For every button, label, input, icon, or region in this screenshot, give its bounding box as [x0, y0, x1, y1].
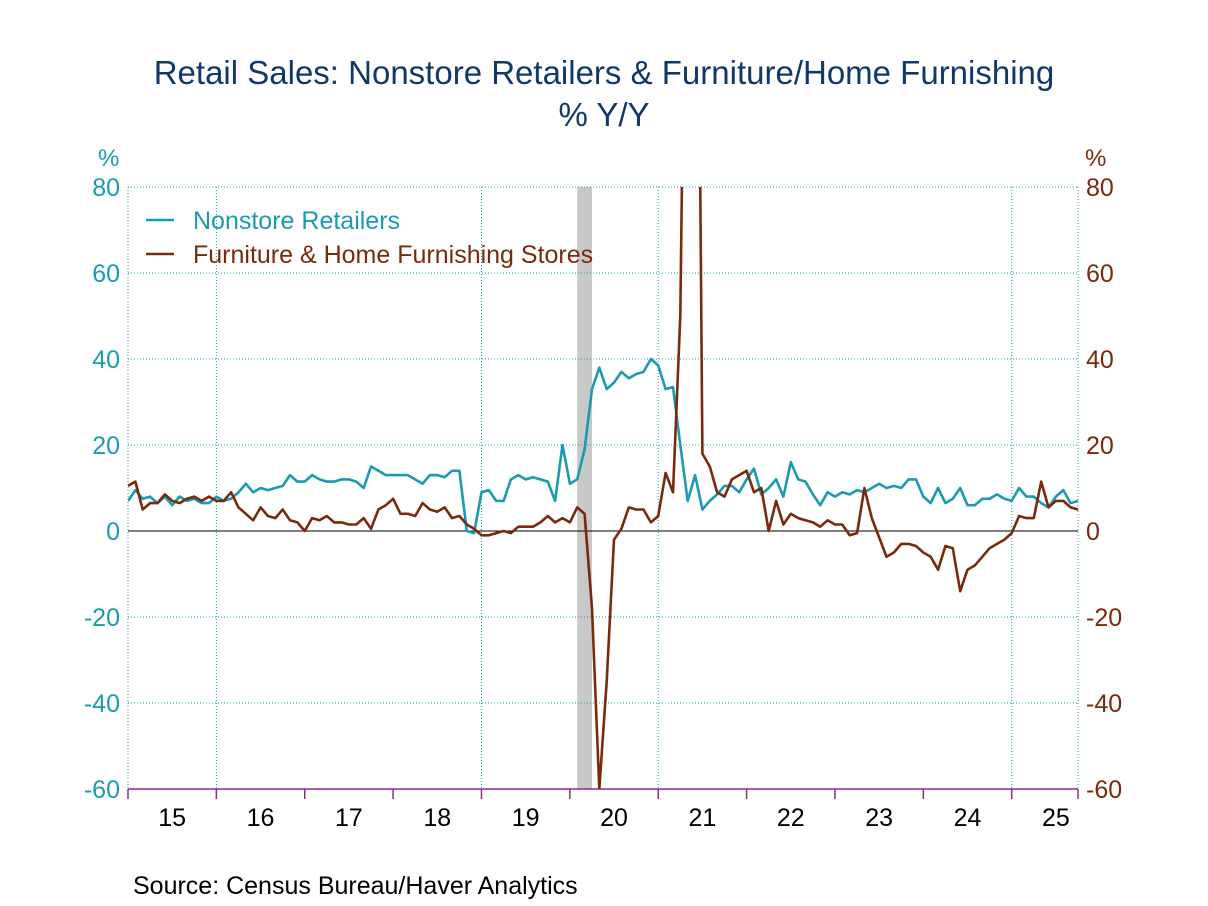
- source-note: Source: Census Bureau/Haver Analytics: [133, 872, 578, 900]
- y-tick-label-left: 0: [106, 518, 120, 546]
- series-line-furniture: [128, 187, 1078, 789]
- series-line-nonstore: [128, 357, 1078, 535]
- legend-label: Nonstore Retailers: [193, 207, 400, 235]
- y-tick-label-right: 20: [1086, 432, 1114, 460]
- right-axis-unit: %: [1085, 145, 1107, 172]
- y-tick-label-right: 40: [1086, 346, 1114, 374]
- left-axis-unit: %: [98, 145, 120, 172]
- y-tick-label-right: 80: [1086, 174, 1114, 202]
- x-tick-label: 19: [512, 804, 540, 832]
- chart-subtitle: % Y/Y: [558, 96, 650, 133]
- x-tick-label: 20: [600, 804, 628, 832]
- y-tick-label-right: -20: [1086, 604, 1122, 632]
- x-tick-label: 17: [335, 804, 363, 832]
- y-tick-label-right: -60: [1086, 776, 1122, 804]
- x-tick-label: 15: [158, 804, 186, 832]
- x-tick-label: 22: [777, 804, 805, 832]
- y-tick-label-left: 20: [92, 432, 120, 460]
- chart-title: Retail Sales: Nonstore Retailers & Furni…: [153, 54, 1055, 91]
- y-tick-label-left: 60: [92, 260, 120, 288]
- y-tick-label-right: 60: [1086, 260, 1114, 288]
- y-tick-label-left: -60: [84, 776, 120, 804]
- x-tick-label: 24: [954, 804, 982, 832]
- x-tick-label: 21: [689, 804, 717, 832]
- y-tick-label-left: -20: [84, 604, 120, 632]
- y-tick-label-left: -40: [84, 690, 120, 718]
- y-tick-label-left: 40: [92, 346, 120, 374]
- x-tick-label: 16: [247, 804, 275, 832]
- recession-band: [577, 187, 592, 789]
- x-tick-label: 23: [865, 804, 893, 832]
- x-tick-label: 18: [423, 804, 451, 832]
- y-tick-label-left: 80: [92, 174, 120, 202]
- legend-label: Furniture & Home Furnishing Stores: [193, 241, 593, 269]
- x-tick-label: 25: [1042, 804, 1070, 832]
- y-tick-label-right: -40: [1086, 690, 1122, 718]
- y-tick-label-right: 0: [1086, 518, 1100, 546]
